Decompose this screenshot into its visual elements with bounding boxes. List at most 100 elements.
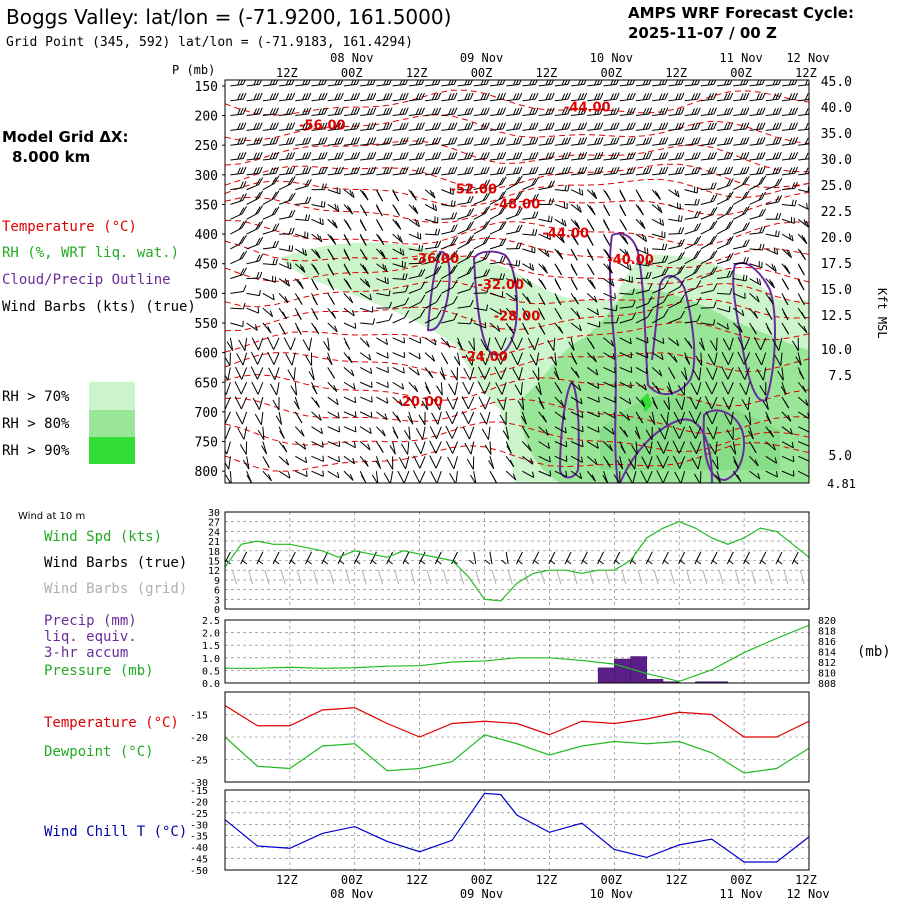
surface-barb-true-flag (452, 559, 458, 565)
wind-barb-flag (723, 152, 728, 160)
wind-barb (797, 218, 809, 228)
wind-barb-flag (661, 219, 665, 226)
wind-barb-flag (383, 80, 387, 86)
surface-barb-true-flag (468, 559, 475, 565)
wind-barb-flag (811, 137, 814, 143)
wind-barb-flag (791, 234, 794, 241)
wind-barb-flag (737, 351, 745, 365)
wind-barb-flag (388, 107, 393, 115)
wind-barb (635, 352, 649, 359)
wind-barb (257, 382, 264, 395)
wind-barb (603, 278, 615, 287)
wind-barb-flag (529, 93, 533, 101)
wind-barb (243, 426, 248, 440)
pressure-tick: 400 (195, 228, 218, 243)
wind-barb (652, 83, 666, 87)
wind-barb-flag (437, 122, 442, 130)
y-tick: 18 (208, 547, 220, 558)
wind-barb-flag (551, 151, 555, 159)
wind-barb (652, 128, 666, 131)
wind-barb-flag (805, 399, 809, 406)
wind-barb-flag (257, 205, 264, 214)
wind-barb-flag (485, 251, 491, 260)
wind-barb (711, 396, 718, 410)
wind-barb-flag (237, 80, 241, 86)
isotherm-label: -52.00 (450, 182, 497, 197)
wind-barb-flag (467, 80, 471, 85)
surface-barb-grid (313, 569, 318, 585)
wind-barb-flag (742, 274, 745, 281)
wind-barb-flag (285, 167, 290, 175)
wind-barb-flag (436, 279, 442, 288)
bottom-hour-label: 12Z (536, 873, 558, 887)
wind-barb-flag (605, 250, 610, 258)
wind-barb-flag (656, 192, 661, 200)
wind-barb (700, 157, 714, 161)
wind-barb-flag (388, 92, 393, 100)
wind-barb-flag (269, 383, 278, 396)
wind-barb-flag (661, 80, 665, 85)
wind-barb-flag (242, 193, 247, 201)
wind-barb-flag (532, 471, 535, 478)
wind-barb (262, 98, 276, 102)
wind-barb (538, 98, 552, 102)
wind-barb-flag (446, 340, 451, 348)
wind-barb-flag (323, 137, 328, 144)
wind-barb (762, 367, 767, 381)
wind-barb-flag (756, 108, 760, 115)
wind-barb-flag (412, 470, 421, 483)
pressure-tick: 150 (195, 80, 218, 95)
wind-barb-flag (707, 93, 712, 101)
wind-barb-flag (795, 356, 802, 366)
wind-barb (761, 352, 767, 366)
wind-barb-flag (417, 220, 420, 227)
wind-barb (246, 83, 260, 87)
wind-barb-flag (645, 429, 653, 440)
wind-barb-flag (791, 93, 796, 100)
wind-barb-flag (254, 413, 262, 426)
wind-barb-flag (484, 205, 491, 214)
surface-barb-grid (702, 569, 708, 585)
wind-barb-flag (788, 233, 792, 240)
wind-barb-flag (430, 471, 438, 483)
wind-barb-flag (359, 220, 366, 229)
wind-barb-flag (786, 267, 791, 275)
wind-barb-flag (517, 277, 519, 284)
wind-barb-flag (517, 207, 523, 215)
wind-barb (457, 201, 471, 205)
wind-barb (246, 128, 260, 131)
wind-barb-flag (393, 430, 399, 439)
wind-barb-flag (619, 205, 625, 214)
wind-barb-flag (751, 326, 757, 335)
wind-barb (668, 203, 681, 210)
wind-barb (408, 204, 419, 215)
wind-barb-flag (272, 241, 277, 248)
wind-barb (311, 233, 323, 243)
bottom-date-label: 09 Nov (460, 887, 503, 900)
wind-barb-flag (615, 107, 620, 115)
wind-barb-flag (707, 137, 712, 145)
wind-barb-flag (240, 122, 244, 130)
wind-barb-flag (336, 471, 340, 478)
wind-barb-flag (450, 212, 455, 219)
bottom-hour-label: 12Z (795, 873, 817, 887)
wind-barb-flag (646, 352, 649, 359)
wind-barb (717, 83, 731, 87)
wind-barb-flag (399, 236, 403, 243)
wind-barb-flag (527, 444, 532, 452)
wind-barb (295, 248, 307, 256)
wind-barb-flag (707, 123, 712, 130)
wind-barb-flag (272, 122, 277, 130)
wind-barb-flag (259, 122, 263, 130)
wind-barb-flag (414, 441, 422, 455)
wind-barb (408, 288, 422, 294)
wind-barb-flag (376, 190, 382, 199)
isotherm-label: -48.00 (494, 197, 541, 212)
surface-barb-true-flag (792, 559, 799, 565)
wind-barb (635, 218, 646, 229)
surface-barb-grid (296, 569, 302, 585)
y-tick: 24 (208, 527, 220, 538)
wind-barb (797, 204, 809, 211)
wind-barb-flag (415, 152, 420, 160)
wind-barb (570, 470, 582, 480)
